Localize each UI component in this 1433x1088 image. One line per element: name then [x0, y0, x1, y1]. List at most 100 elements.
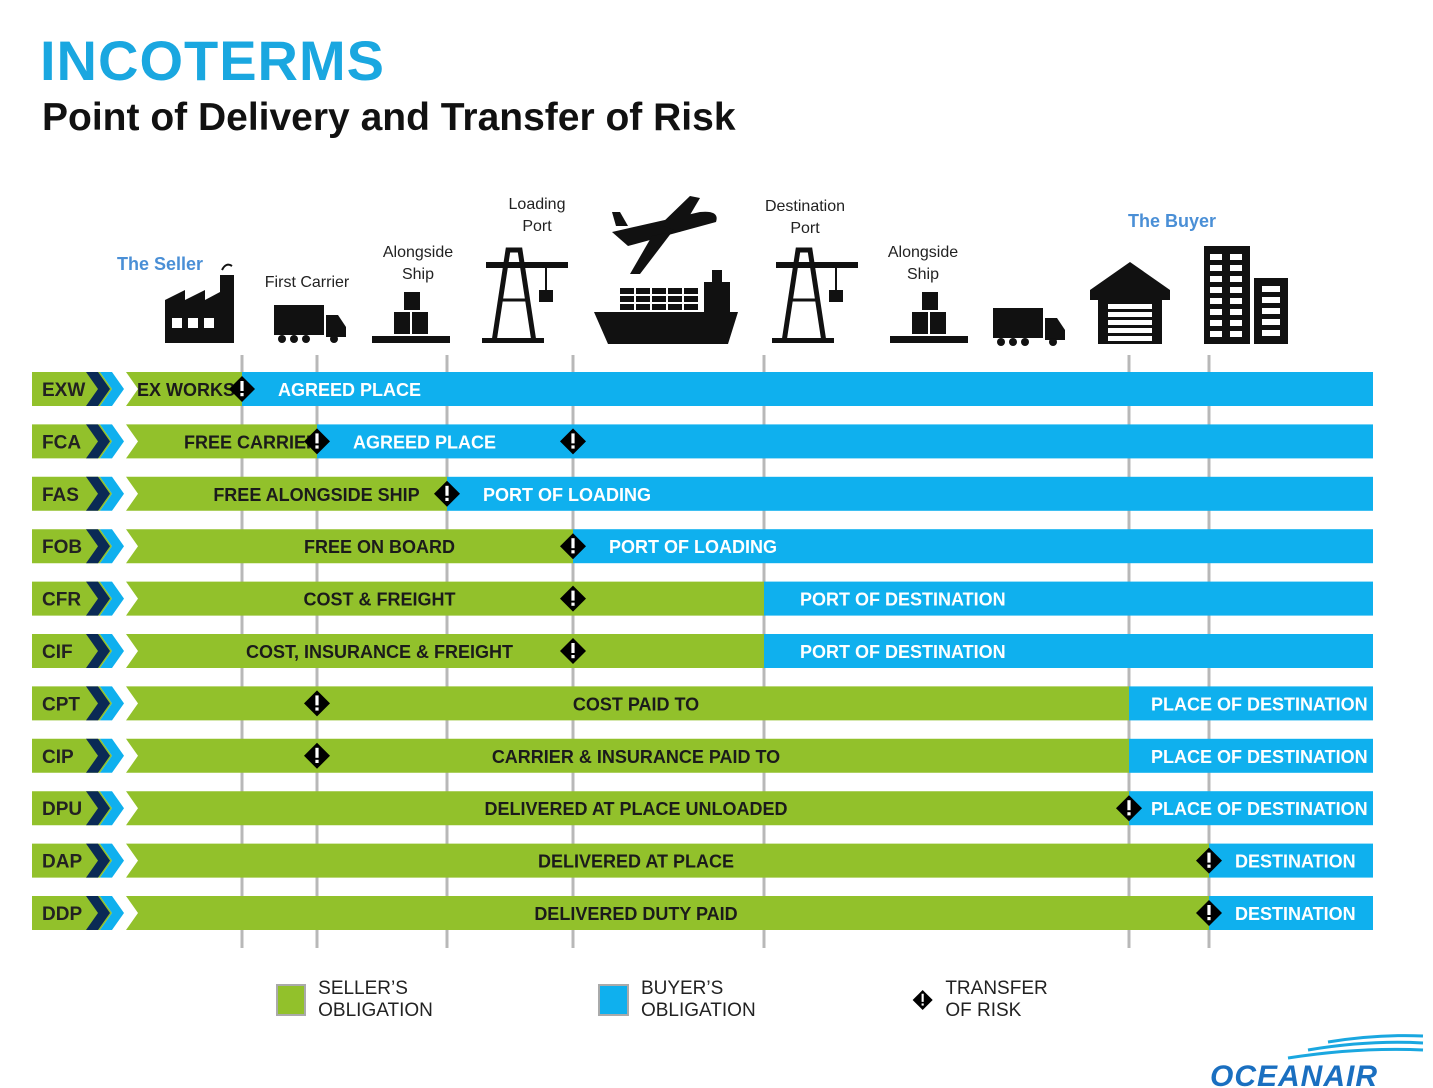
buyer-obligation-label: AGREED PLACE: [353, 432, 496, 452]
buyer-obligation-bar: [1209, 843, 1373, 878]
term-row: CPT COST PAID TO PLACE OF DESTINATION: [32, 686, 1373, 721]
risk-diamond-icon: [560, 533, 586, 560]
buyer-obligation-bar: [1129, 791, 1373, 826]
seller-obligation-label: COST & FREIGHT: [304, 590, 456, 610]
logo-swoosh-icon: [1287, 1034, 1424, 1060]
oceanair-logo: OCEANAIR: [1210, 1034, 1424, 1088]
buyer-obligation-label: PORT OF DESTINATION: [800, 642, 1006, 662]
term-code-tab: CIF: [32, 634, 124, 668]
term-code: CPT: [42, 694, 80, 715]
factory-icon: [165, 263, 234, 343]
stage-label: Ship: [907, 266, 939, 283]
port-crane-icon: [772, 247, 858, 343]
page-subtitle: Point of Delivery and Transfer of Risk: [42, 96, 736, 139]
stage-label: Ship: [402, 266, 434, 283]
stage-label: Destination: [765, 198, 845, 215]
term-code-tab: DPU: [32, 791, 124, 826]
seller-obligation-bar: [126, 372, 242, 406]
term-code: DDP: [42, 904, 82, 925]
legend-risk: TRANSFER OF RISK: [912, 978, 1060, 1022]
stage-label: Alongside: [888, 244, 958, 261]
seller-obligation-bar: [126, 686, 1129, 721]
term-code: CIF: [42, 642, 73, 663]
stage-label: Port: [522, 218, 552, 235]
term-row: FOB FREE ON BOARD PORT OF LOADING: [32, 529, 1373, 564]
buyer-obligation-label: PLACE OF DESTINATION: [1151, 747, 1368, 767]
seller-obligation-label: DELIVERED DUTY PAID: [534, 904, 737, 924]
term-code-tab: FCA: [32, 424, 124, 459]
term-row: CIP CARRIER & INSURANCE PAID TO PLACE OF D…: [32, 738, 1373, 773]
seller-obligation-bar: [126, 476, 447, 511]
term-row: DAP DELIVERED AT PLACE DESTINATION: [32, 843, 1373, 878]
cargo-ship-icon: [594, 270, 738, 344]
term-code-tab: CIP: [32, 738, 124, 773]
legend-buyer: BUYER’S OBLIGATION: [598, 978, 771, 1022]
seller-obligation-bar: [126, 634, 764, 668]
term-code-tab: EXW: [32, 372, 124, 406]
logo-text: OCEANAIR: [1210, 1060, 1378, 1088]
seller-obligation-bar: [126, 896, 1209, 930]
buildings-icon: [1204, 246, 1288, 344]
term-row: FAS FREE ALONGSIDE SHIP PORT OF LOADING: [32, 476, 1373, 511]
term-row: EXW EX WORKS AGREED PLACE: [32, 372, 1373, 406]
risk-diamond-icon: [560, 585, 586, 612]
term-code-tab: DAP: [32, 843, 124, 878]
term-code: DAP: [42, 852, 82, 873]
risk-diamond-icon: [560, 638, 586, 664]
stage-label: Alongside: [383, 244, 453, 261]
buyer-obligation-bar: [764, 634, 1373, 668]
risk-diamond-icon: [1196, 847, 1222, 874]
legend-seller-swatch: [276, 984, 307, 1016]
cargo-boxes-icon: [890, 292, 968, 343]
seller-obligation-bar: [126, 843, 1209, 878]
airplane-icon: [612, 196, 717, 274]
seller-obligation-bar: [126, 581, 764, 616]
risk-diamond-icon: [304, 690, 330, 717]
buyer-obligation-bar: [1209, 896, 1373, 930]
seller-obligation-bar: [126, 424, 317, 459]
term-code: CFR: [42, 590, 81, 611]
seller-obligation-bar: [126, 738, 1129, 773]
stage-label: Loading: [509, 196, 566, 213]
stage-label: The Buyer: [1128, 211, 1216, 231]
seller-obligation-label: DELIVERED AT PLACE UNLOADED: [484, 799, 787, 819]
term-code: CIP: [42, 747, 74, 768]
seller-obligation-label: FREE CARRIER: [184, 432, 319, 452]
buyer-obligation-bar: [1129, 686, 1373, 721]
warehouse-icon: [1090, 262, 1170, 344]
term-row: CIF COST, INSURANCE & FREIGHT PORT OF DEST…: [32, 634, 1373, 668]
term-row: CFR COST & FREIGHT PORT OF DESTINATION: [32, 581, 1373, 616]
term-row: DDP DELIVERED DUTY PAID DESTINATION: [32, 896, 1373, 930]
stage-labels: The Seller First Carrier Alongside Ship Load…: [117, 196, 1216, 291]
term-code: FOB: [42, 537, 82, 558]
term-row: DPU DELIVERED AT PLACE UNLOADED PLACE OF D…: [32, 791, 1373, 826]
seller-obligation-label: FREE ON BOARD: [304, 537, 455, 557]
risk-diamond-icon: [229, 376, 255, 402]
truck-icon: [993, 308, 1065, 346]
term-code: DPU: [42, 799, 82, 820]
legend-buyer-swatch: [598, 984, 629, 1016]
risk-diamond-icon: [434, 480, 460, 507]
buyer-obligation-label: PORT OF DESTINATION: [800, 590, 1006, 610]
buyer-obligation-bar: [764, 581, 1373, 616]
term-code-tab: CFR: [32, 581, 124, 616]
buyer-obligation-label: PORT OF LOADING: [609, 537, 777, 557]
seller-obligation-label: COST, INSURANCE & FREIGHT: [246, 642, 513, 662]
buyer-obligation-label: PLACE OF DESTINATION: [1151, 694, 1368, 714]
stage-label: The Seller: [117, 254, 203, 274]
legend-seller: SELLER’S OBLIGATION: [276, 978, 449, 1022]
risk-diamond-icon: [560, 428, 586, 455]
term-code: FAS: [42, 485, 79, 506]
buyer-obligation-bar: [1129, 738, 1373, 773]
stage-label: First Carrier: [265, 274, 350, 291]
term-code-tab: FOB: [32, 529, 124, 564]
buyer-obligation-label: DESTINATION: [1235, 904, 1356, 924]
seller-obligation-label: CARRIER & INSURANCE PAID TO: [492, 747, 780, 767]
stage-icons: [165, 196, 1288, 346]
stage-label: Port: [790, 220, 820, 237]
port-crane-icon: [482, 247, 568, 343]
risk-diamond-icon: [1196, 900, 1222, 926]
seller-obligation-label: COST PAID TO: [573, 694, 699, 714]
risk-diamond-icon: [1116, 795, 1142, 822]
